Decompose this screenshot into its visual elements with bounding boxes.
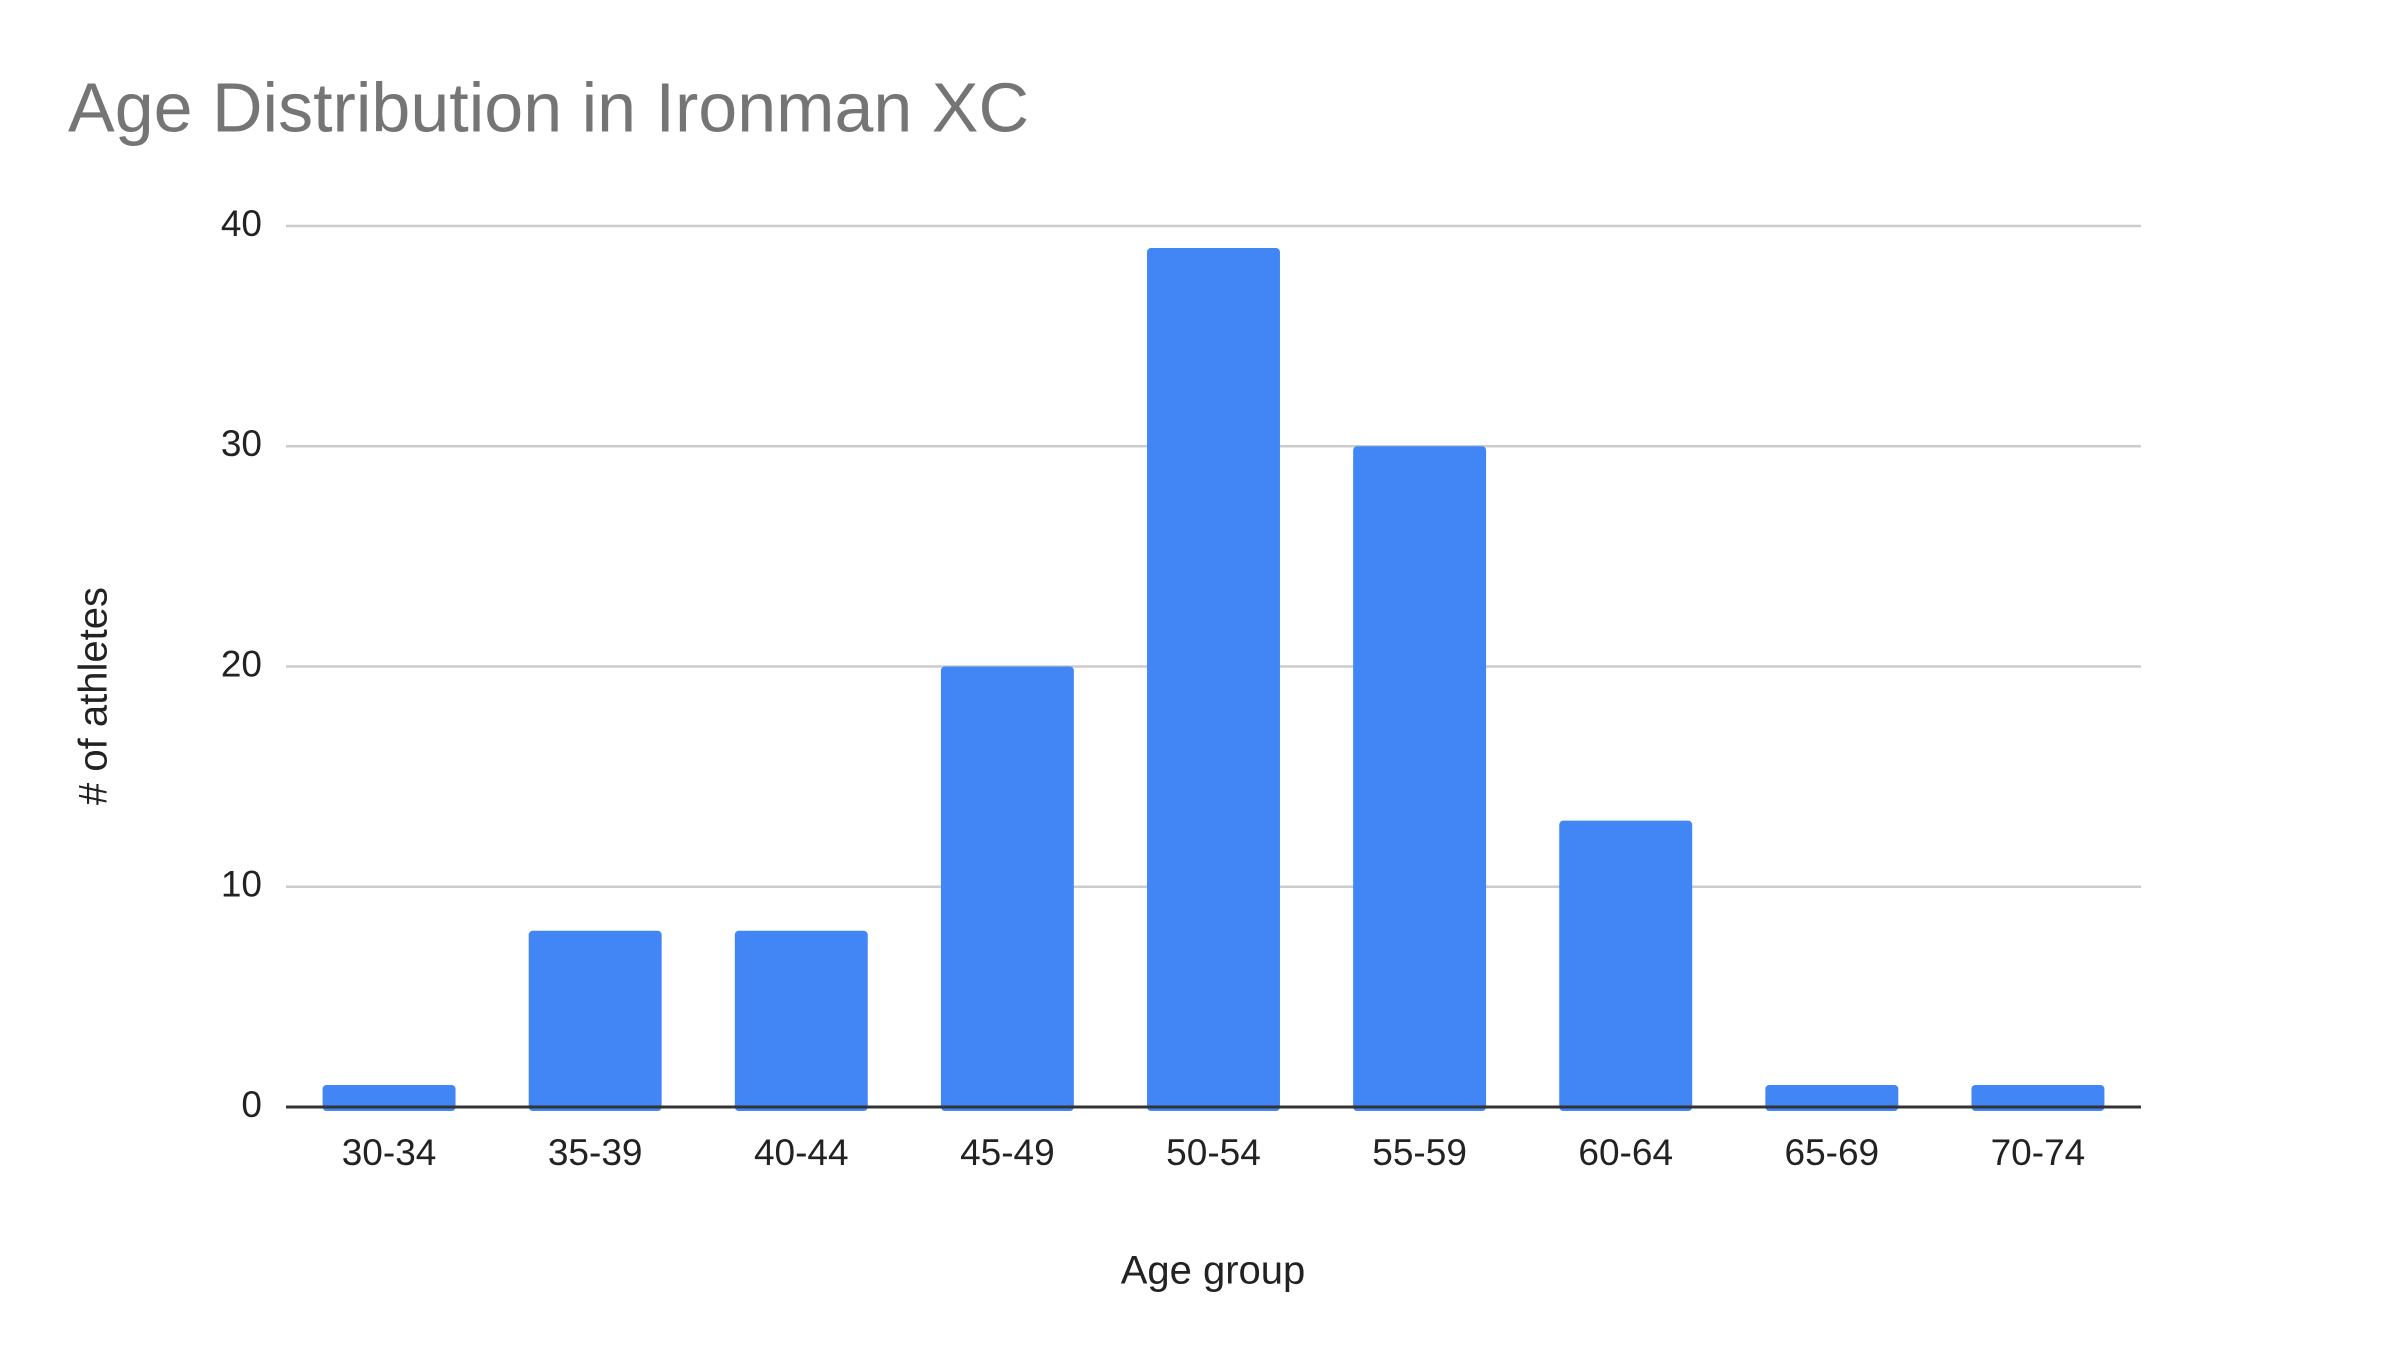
bar: [322, 1084, 456, 1111]
bar: [1353, 446, 1487, 1111]
bar: [734, 930, 868, 1111]
y-axis-title: # of athletes: [72, 587, 116, 805]
x-tick-label: 60-64: [1578, 1132, 1673, 1173]
y-tick-label: 0: [241, 1084, 262, 1125]
x-tick-label: 70-74: [1991, 1132, 2086, 1173]
x-axis-title: Age group: [1121, 1249, 1306, 1293]
x-tick-label: 45-49: [960, 1132, 1055, 1173]
bar: [1147, 248, 1280, 1111]
y-tick-label: 30: [221, 423, 262, 464]
bar: [1765, 1084, 1899, 1111]
bar: [1559, 820, 1693, 1111]
x-tick-label: 30-34: [342, 1132, 437, 1173]
bar: [528, 930, 662, 1111]
x-tick-label: 55-59: [1372, 1132, 1467, 1173]
y-tick-label: 10: [221, 864, 262, 905]
y-tick-label: 20: [221, 643, 262, 684]
bar: [1971, 1084, 2105, 1111]
x-tick-label: 50-54: [1166, 1132, 1261, 1173]
x-tick-label: 40-44: [754, 1132, 849, 1173]
y-tick-label: 40: [221, 203, 262, 244]
x-tick-label: 65-69: [1785, 1132, 1880, 1173]
chart-title: Age Distribution in Ironman XC: [68, 68, 1029, 146]
bar: [940, 666, 1074, 1111]
x-tick-label: 35-39: [548, 1132, 643, 1173]
